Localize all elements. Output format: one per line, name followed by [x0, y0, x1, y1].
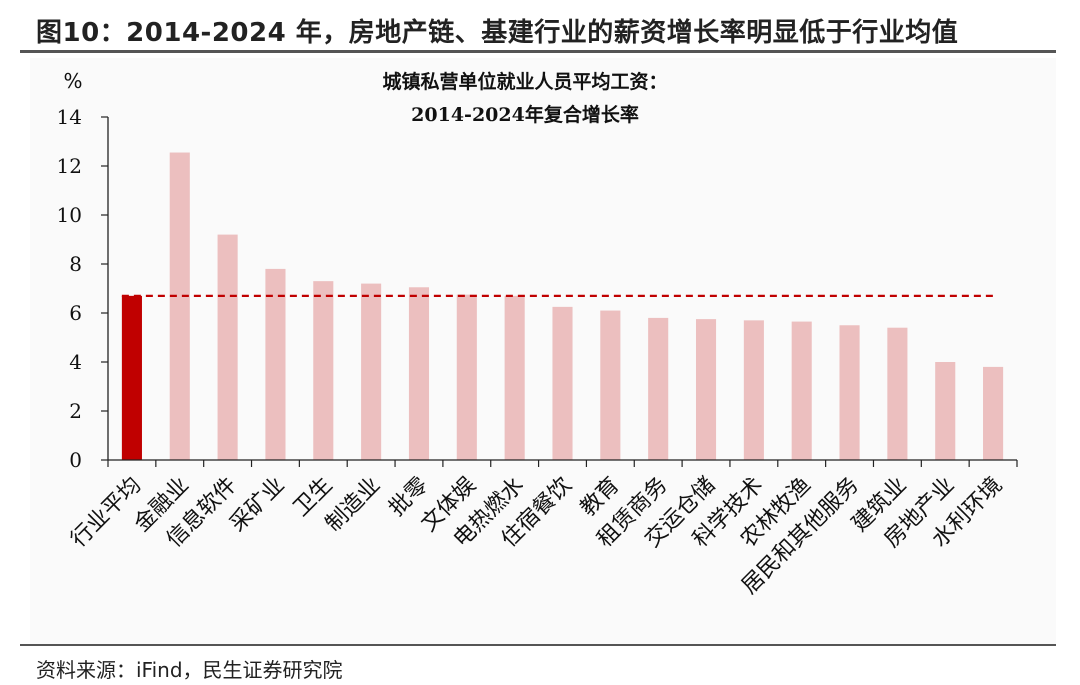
- bar: [265, 268, 286, 460]
- bar: [648, 317, 669, 460]
- y-axis-unit-label: %: [63, 69, 82, 93]
- bars: [121, 152, 1004, 460]
- y-tick-label: 12: [57, 154, 82, 178]
- bar: [504, 295, 525, 460]
- bar: [456, 294, 477, 460]
- y-tick-label: 14: [57, 105, 82, 129]
- bottom-rule: [20, 644, 1056, 646]
- y-tick-label: 4: [69, 350, 82, 374]
- bar: [983, 366, 1004, 460]
- x-category-label: 采矿业: [225, 473, 289, 537]
- y-tick-label: 0: [69, 448, 82, 472]
- bar: [695, 319, 717, 460]
- y-tick-label: 8: [69, 252, 82, 276]
- x-category-label: 制造业: [321, 473, 385, 537]
- y-tick-label: 10: [57, 203, 82, 227]
- y-axis-ticks: 0 2 4 6 8 10 12 14: [57, 105, 108, 472]
- bar: [887, 327, 908, 460]
- source-note: 资料来源：iFind，民生证券研究院: [36, 658, 343, 682]
- bar: [361, 283, 382, 460]
- bar: [935, 362, 956, 460]
- y-tick-label: 6: [69, 301, 82, 325]
- figure-title: 图10：2014-2024 年，房地产链、基建行业的薪资增长率明显低于行业均值: [36, 18, 959, 48]
- bar: [169, 152, 190, 460]
- bar: [313, 281, 334, 460]
- bar: [600, 310, 621, 460]
- chart-title-line-2: 2014-2024年复合增长率: [411, 103, 639, 126]
- bar: [839, 325, 860, 460]
- bar: [743, 320, 764, 460]
- bar: [552, 306, 573, 460]
- plot-panel: [30, 58, 1056, 644]
- chart-title-line-1: 城镇私营单位就业人员平均工资：: [382, 70, 667, 93]
- x-category-label: 行业平均: [66, 473, 146, 553]
- axes: [107, 117, 1018, 467]
- bar: [217, 234, 238, 460]
- y-tick-label: 2: [69, 399, 82, 423]
- bar: [791, 321, 812, 460]
- top-rule: [20, 50, 1056, 53]
- bar: [408, 287, 430, 460]
- bar: [121, 295, 142, 460]
